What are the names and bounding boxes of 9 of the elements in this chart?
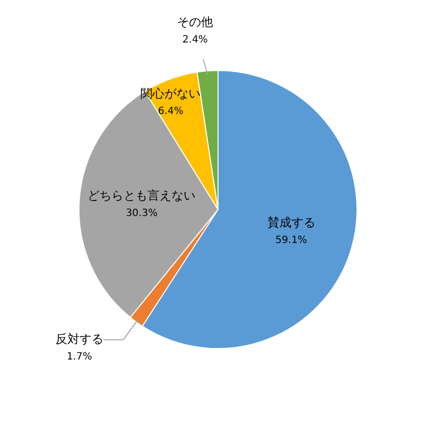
data-label: 30.3%	[126, 208, 158, 220]
data-label: 6.4%	[158, 106, 184, 118]
slice-label: どちらとも言えない	[88, 188, 196, 203]
slice-label: 反対する	[55, 332, 104, 346]
data-label: 1.7%	[66, 351, 92, 362]
data-label: 59.1%	[275, 234, 308, 246]
data-label: 2.4%	[182, 34, 208, 46]
slice-label: その他	[177, 15, 214, 30]
slice-label: 賛成する	[267, 215, 316, 230]
